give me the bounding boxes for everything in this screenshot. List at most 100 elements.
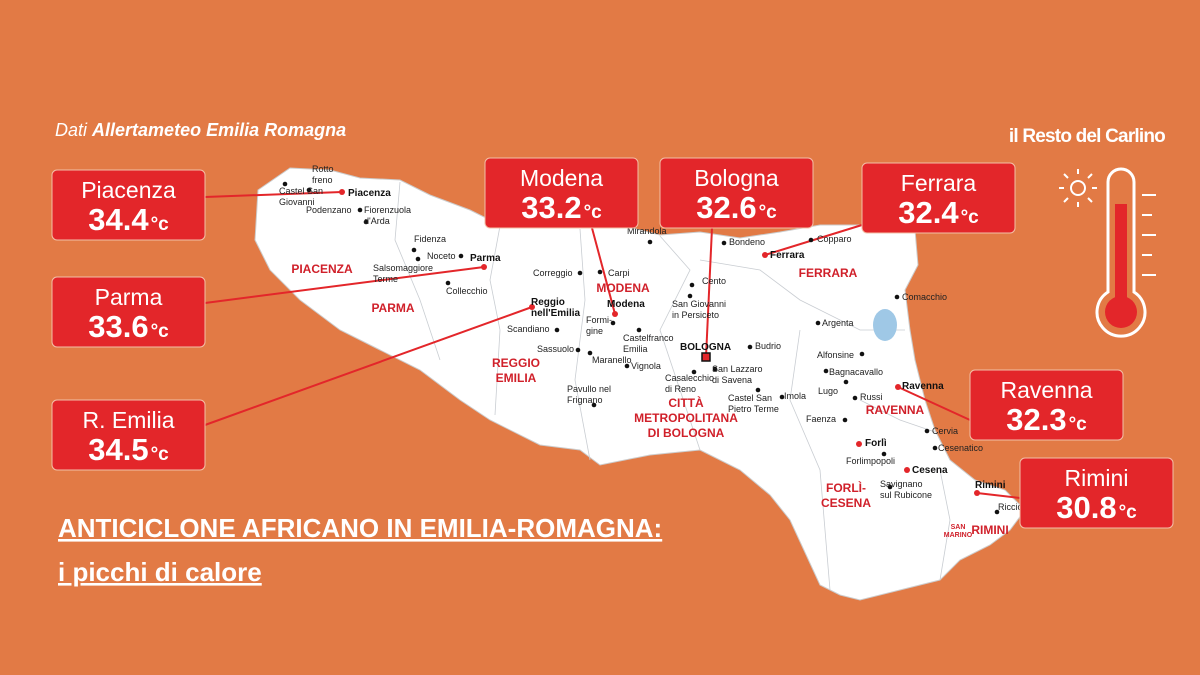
town-dot bbox=[689, 282, 695, 288]
province-label-line: RIMINI bbox=[971, 523, 1008, 537]
town-label: Reggio nell'Emilia bbox=[531, 297, 581, 319]
province-label-line: FORLÌ- bbox=[826, 480, 866, 495]
box-background bbox=[861, 162, 1016, 234]
town-label: Ferrara bbox=[770, 250, 805, 261]
town-label-line: Reggio bbox=[531, 297, 565, 308]
reading-city: Rimini bbox=[1065, 465, 1129, 491]
town-label: Pavullo nel Frignano bbox=[567, 384, 611, 405]
town-label-line: San Giovanni bbox=[672, 299, 726, 309]
town-dot bbox=[575, 347, 581, 353]
town-label-line: Carpi bbox=[608, 268, 630, 278]
town-dot bbox=[577, 270, 583, 276]
town-label: Scandiano bbox=[507, 324, 550, 334]
town-label-line: Modena bbox=[607, 299, 645, 310]
town-dot bbox=[481, 264, 487, 270]
source-name: Allertameteo Emilia Romagna bbox=[91, 120, 346, 140]
province-label-line: CITTÀ bbox=[668, 395, 704, 410]
town-label-line: Fidenza bbox=[414, 234, 446, 244]
town-label-line: Scandiano bbox=[507, 324, 550, 334]
reading-temperature: 30.8 °c bbox=[1056, 490, 1137, 525]
town-label-line: Bagnacavallo bbox=[829, 367, 883, 377]
reading-temperature: 34.5 °c bbox=[88, 432, 169, 467]
town-label: Savignano sul Rubicone bbox=[880, 479, 932, 500]
reading-temperature: 32.4 °c bbox=[898, 195, 979, 230]
reading-unit: °c bbox=[1119, 502, 1138, 523]
town-label-line: Cento bbox=[702, 276, 726, 286]
town-dot bbox=[842, 417, 848, 423]
town-dot bbox=[691, 369, 697, 375]
town-dot bbox=[647, 239, 653, 245]
reading-city: Ravenna bbox=[1000, 377, 1092, 403]
reading-temperature: 33.6 °c bbox=[88, 309, 169, 344]
reading-unit: °c bbox=[151, 444, 170, 465]
leader-line bbox=[705, 227, 713, 358]
town-label: Imola bbox=[784, 391, 806, 401]
town-dot bbox=[597, 269, 603, 275]
town-label-line: Ravenna bbox=[902, 381, 944, 392]
town-label: Cervia bbox=[932, 426, 958, 436]
town-label-line: Sassuolo bbox=[537, 344, 574, 354]
province-label-line: CESENA bbox=[821, 496, 871, 510]
town-label-line: Podenzano bbox=[306, 205, 352, 215]
town-dot bbox=[357, 207, 363, 213]
province-label-line: REGGIO bbox=[492, 356, 540, 370]
town-label: Castel San Giovanni bbox=[279, 186, 323, 207]
town-label-line: Forlì bbox=[865, 438, 887, 449]
town-dot bbox=[994, 509, 1000, 515]
town-dot bbox=[306, 187, 312, 193]
town-label: Fiorenzuola d'Arda bbox=[364, 205, 411, 226]
town-dot bbox=[895, 384, 901, 390]
town-dot bbox=[712, 366, 718, 372]
town-label-line: Rotto bbox=[312, 164, 334, 174]
reading-city: Bologna bbox=[694, 165, 779, 191]
province-label-line: PARMA bbox=[371, 301, 414, 315]
town-dot bbox=[779, 394, 785, 400]
town-label-line: Ferrara bbox=[770, 250, 805, 261]
reading-value: 34.5 bbox=[88, 432, 148, 467]
town-dot bbox=[904, 467, 910, 473]
town-label-line: Argenta bbox=[822, 318, 854, 328]
town-label-line: Maranello bbox=[592, 355, 632, 365]
lagoon bbox=[873, 309, 897, 341]
town-label-line: Castelfranco bbox=[623, 333, 674, 343]
town-dot bbox=[529, 304, 535, 310]
town-label-line: di Reno bbox=[665, 384, 696, 394]
town-dot bbox=[458, 253, 464, 259]
leader-line bbox=[204, 266, 485, 304]
town-label-line: Mirandola bbox=[627, 226, 667, 236]
town-label-line: Collecchio bbox=[446, 286, 488, 296]
town-label-line: Imola bbox=[784, 391, 806, 401]
town-dot bbox=[747, 344, 753, 350]
town-label: Parma bbox=[470, 253, 501, 264]
reading-value: 32.3 bbox=[1006, 402, 1066, 437]
reading-city: R. Emilia bbox=[82, 407, 174, 433]
town-label: Russi bbox=[860, 392, 883, 402]
town-label: Argenta bbox=[822, 318, 854, 328]
province-label: MODENA bbox=[596, 281, 650, 295]
town-label-line: Pavullo nel bbox=[567, 384, 611, 394]
box-background bbox=[51, 276, 206, 348]
reading-unit: °c bbox=[584, 202, 603, 223]
town-dot bbox=[762, 252, 768, 258]
town-label-line: Vignola bbox=[631, 361, 661, 371]
town-label: San Lazzaro di Savena bbox=[712, 364, 763, 385]
town-label: Castel San Pietro Terme bbox=[728, 393, 779, 414]
town-label-line: Copparo bbox=[817, 234, 852, 244]
town-dot bbox=[974, 490, 980, 496]
town-label: Cesenatico bbox=[938, 443, 983, 453]
reading-value: 33.2 bbox=[521, 190, 581, 225]
town-label: Faenza bbox=[806, 414, 836, 424]
town-label-line: Emilia bbox=[623, 344, 648, 354]
town-label-line: Correggio bbox=[533, 268, 573, 278]
town-label-line: Parma bbox=[470, 253, 501, 264]
town-dot bbox=[859, 351, 865, 357]
town-label: Carpi bbox=[608, 268, 630, 278]
town-label-line: Faenza bbox=[806, 414, 836, 424]
town-dot bbox=[687, 293, 693, 299]
town-label: BOLOGNA bbox=[680, 342, 731, 353]
